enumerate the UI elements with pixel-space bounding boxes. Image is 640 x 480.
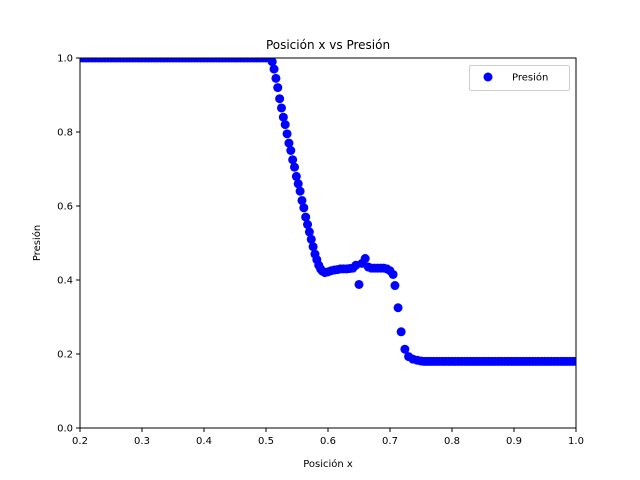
x-tick-label: 0.7 <box>382 436 398 447</box>
x-axis-label: Posición x <box>303 458 353 470</box>
data-point <box>306 234 316 244</box>
data-point <box>303 220 313 229</box>
x-tick-label: 0.5 <box>258 436 274 447</box>
y-axis-label: Presión <box>31 225 43 261</box>
data-point <box>393 303 403 313</box>
data-point <box>288 155 298 165</box>
data-point <box>297 195 307 205</box>
data-point <box>571 356 576 366</box>
x-tick-label: 0.9 <box>506 436 522 447</box>
y-tick-label: 0.6 <box>57 202 73 213</box>
legend-marker <box>483 72 493 82</box>
data-point <box>308 242 318 252</box>
data-point <box>293 179 303 189</box>
y-tick-label: 0.8 <box>57 128 73 139</box>
data-point <box>267 58 277 67</box>
data-point <box>299 203 309 213</box>
data-point <box>286 146 296 155</box>
y-tick-label: 0.0 <box>57 424 73 435</box>
data-point <box>277 103 286 113</box>
x-axis: 0.2 0.3 0.4 0.5 0.6 0.7 0.8 0.9 1.0 <box>72 428 584 447</box>
data-point <box>290 162 300 172</box>
x-tick-label: 0.4 <box>196 436 212 447</box>
data-point <box>284 138 294 148</box>
x-tick-label: 0.6 <box>320 436 336 447</box>
data-point <box>295 186 305 196</box>
data-point <box>271 73 281 83</box>
data-point <box>390 281 400 291</box>
points-layer <box>80 58 576 366</box>
y-tick-label: 0.2 <box>57 350 73 361</box>
data-point <box>280 120 290 130</box>
legend-label: Presión <box>512 72 548 84</box>
data-point <box>269 64 279 74</box>
y-tick-label: 0.4 <box>57 276 73 287</box>
y-tick-label: 1.0 <box>57 54 73 65</box>
data-point <box>282 129 292 139</box>
data-point <box>278 112 288 122</box>
data-point <box>360 254 370 264</box>
data-point <box>275 94 285 104</box>
data-point <box>291 171 301 181</box>
data-point <box>304 227 314 237</box>
data-point <box>400 344 410 354</box>
x-tick-label: 0.3 <box>134 436 150 447</box>
x-tick-label: 1.0 <box>568 436 584 447</box>
data-point <box>273 83 283 93</box>
x-tick-label: 0.2 <box>72 436 88 447</box>
data-point <box>388 269 398 279</box>
chart-title: Posición x vs Presión <box>266 38 390 52</box>
y-axis: 0.0 0.2 0.4 0.6 0.8 1.0 <box>57 54 80 435</box>
x-tick-label: 0.8 <box>444 436 460 447</box>
legend: Presión <box>469 65 570 91</box>
legend-box <box>469 65 570 91</box>
data-point <box>396 327 406 337</box>
data-point <box>301 212 311 222</box>
data-point <box>354 279 364 289</box>
